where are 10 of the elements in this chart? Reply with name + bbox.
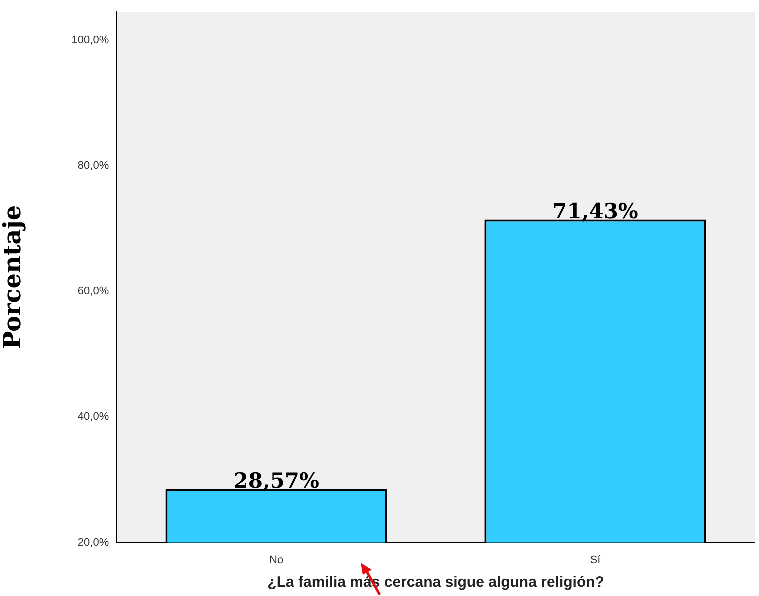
- y-tick-label: 80,0%: [78, 160, 110, 172]
- x-tick-label: No: [270, 554, 284, 566]
- y-tick-label: 100,0%: [72, 34, 110, 46]
- data-label: 28,57%: [234, 468, 320, 493]
- y-axis-title: Porcentaje: [0, 205, 27, 350]
- y-tick-label: 40,0%: [78, 411, 110, 424]
- y-tick-label: 60,0%: [78, 286, 110, 298]
- data-label: 71,43%: [552, 198, 638, 224]
- x-tick-label: Sí: [590, 554, 602, 566]
- y-tick-label: 20,0%: [78, 536, 110, 549]
